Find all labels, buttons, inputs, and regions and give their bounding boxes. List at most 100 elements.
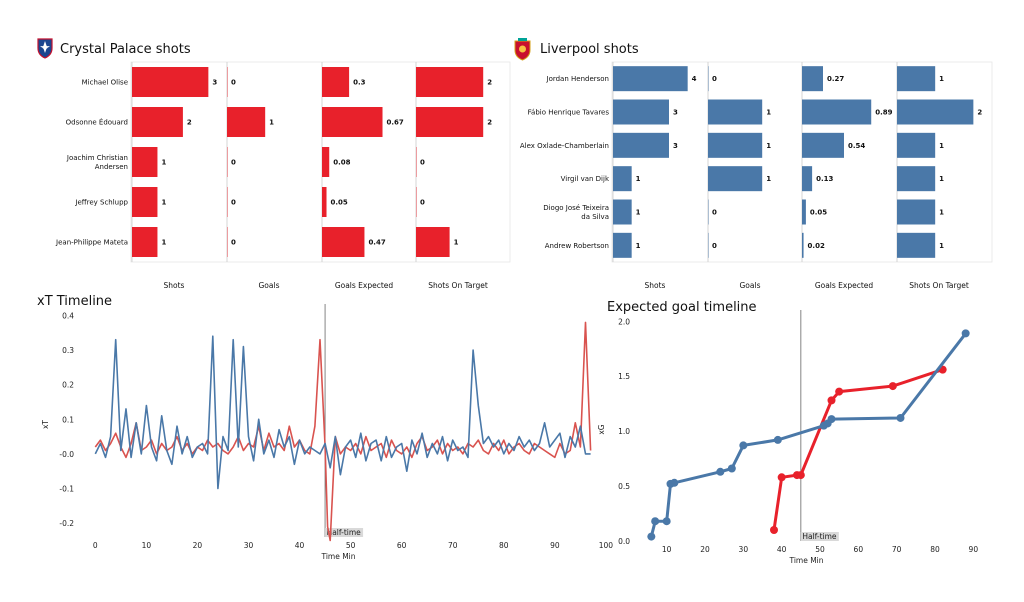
bar <box>897 66 936 92</box>
x-tick-label: 40 <box>295 541 305 550</box>
metric-label: Shots On Target <box>909 281 969 290</box>
bar-value-label: 0 <box>712 242 717 250</box>
bar-value-label: 0 <box>231 159 236 167</box>
data-point <box>647 532 656 541</box>
data-point <box>727 464 736 473</box>
bar-zero <box>708 199 709 225</box>
bar-value-label: 1 <box>454 239 459 247</box>
bar <box>897 132 936 158</box>
y-tick-label: 1.0 <box>618 427 630 436</box>
metric-label: Goals Expected <box>335 281 394 290</box>
x-tick-label: 10 <box>142 541 152 550</box>
x-tick-label: 30 <box>739 545 749 554</box>
bar-value-label: 0 <box>231 239 236 247</box>
data-point <box>827 415 836 424</box>
bar <box>322 187 327 217</box>
data-point <box>739 441 748 450</box>
y-tick-label: -0.0 <box>59 450 74 459</box>
metric-label: Goals Expected <box>815 281 874 290</box>
bar <box>416 67 484 97</box>
bar <box>802 232 804 258</box>
bar-value-label: 1 <box>161 199 166 207</box>
crystal-palace-crest-icon <box>37 38 53 59</box>
player-name-line: Andersen <box>95 163 128 171</box>
player-name: Alex Oxlade-Chamberlain <box>520 142 609 150</box>
x-tick-label: 60 <box>854 545 864 554</box>
bar <box>322 107 383 137</box>
y-tick-label: 1.5 <box>618 372 630 381</box>
data-point <box>662 517 671 526</box>
bar <box>897 232 936 258</box>
bar-value-label: 0 <box>231 199 236 207</box>
bar-value-label: 0.47 <box>368 239 385 247</box>
bar <box>132 67 209 97</box>
bar-value-label: 1 <box>939 175 944 183</box>
player-name: Andrew Robertson <box>545 242 609 250</box>
bar-zero <box>227 227 228 257</box>
x-tick-label: 20 <box>193 541 203 550</box>
series-line <box>94 335 591 490</box>
bar <box>416 227 450 257</box>
bar <box>132 187 158 217</box>
bar-value-label: 1 <box>636 242 641 250</box>
y-tick-label: -0.2 <box>59 519 74 528</box>
player-name-line: Diogo José Teixeira <box>543 204 609 212</box>
bar-zero <box>227 147 228 177</box>
bar-value-label: 0.05 <box>331 199 348 207</box>
data-point <box>796 471 805 480</box>
xt-timeline-panel: xT Timeline -0.2 -0.1 -0.0 0.1 0.2 0.3 0.4 0 10 20… <box>37 294 613 561</box>
data-point <box>670 478 679 487</box>
bar <box>613 232 632 258</box>
player-name: Jeffrey Schlupp <box>74 199 128 207</box>
bar <box>802 66 823 92</box>
bar-zero <box>416 147 417 177</box>
x-tick-label: 50 <box>815 545 825 554</box>
bar-value-label: 2 <box>487 119 492 127</box>
bar <box>897 166 936 192</box>
bar-zero <box>227 187 228 217</box>
bar-value-label: 0 <box>712 75 717 83</box>
y-tick-label: 0.0 <box>618 537 630 546</box>
y-tick-label: -0.1 <box>59 485 74 494</box>
x-axis-label: Time Min <box>320 552 355 561</box>
bar-zero <box>708 232 709 258</box>
bar-value-label: 1 <box>939 242 944 250</box>
liverpool-shots-panel: Liverpool shots Jordan Henderson Fábio Hen… <box>520 42 993 290</box>
y-tick-label: 0.4 <box>62 311 74 320</box>
bar <box>613 99 669 125</box>
bar <box>802 166 813 192</box>
crest-liverbird <box>519 45 526 53</box>
data-point <box>896 413 905 422</box>
y-axis-label: xT <box>41 420 50 429</box>
bar <box>416 107 484 137</box>
bar-value-label: 1 <box>766 109 771 117</box>
bar-value-label: 0.27 <box>827 75 844 83</box>
player-name: Fábio Henrique Tavares <box>528 109 610 117</box>
bar-value-label: 2 <box>487 79 492 87</box>
bar <box>802 132 844 158</box>
data-point <box>777 473 786 482</box>
metric-label: Shots <box>164 281 185 290</box>
bar-zero <box>416 187 417 217</box>
bar-value-label: 0.08 <box>333 159 350 167</box>
y-tick-label: 0.1 <box>62 415 74 424</box>
bar <box>322 227 365 257</box>
data-point <box>716 467 725 476</box>
metric-label: Shots <box>645 281 666 290</box>
xg-timeline-panel: Expected goal timeline 0.0 0.5 1.0 1.5 2.0 10 2… <box>597 300 978 565</box>
bar-value-label: 0.67 <box>387 119 404 127</box>
bar-value-label: 0.89 <box>875 109 892 117</box>
bar <box>613 66 688 92</box>
palace-shots-panel: Crystal Palace shots Michael Olise Odsonne… <box>55 42 511 290</box>
bar-value-label: 0.05 <box>810 209 827 217</box>
x-tick-label: 70 <box>448 541 458 550</box>
data-point <box>770 526 778 535</box>
bar <box>132 227 158 257</box>
bar-value-label: 0 <box>420 159 425 167</box>
crest-wing <box>40 46 50 50</box>
bar-zero <box>227 67 228 97</box>
data-point <box>888 382 897 391</box>
x-tick-label: 90 <box>550 541 560 550</box>
crest-banner <box>518 38 527 41</box>
y-tick-label: 0.5 <box>618 482 630 491</box>
